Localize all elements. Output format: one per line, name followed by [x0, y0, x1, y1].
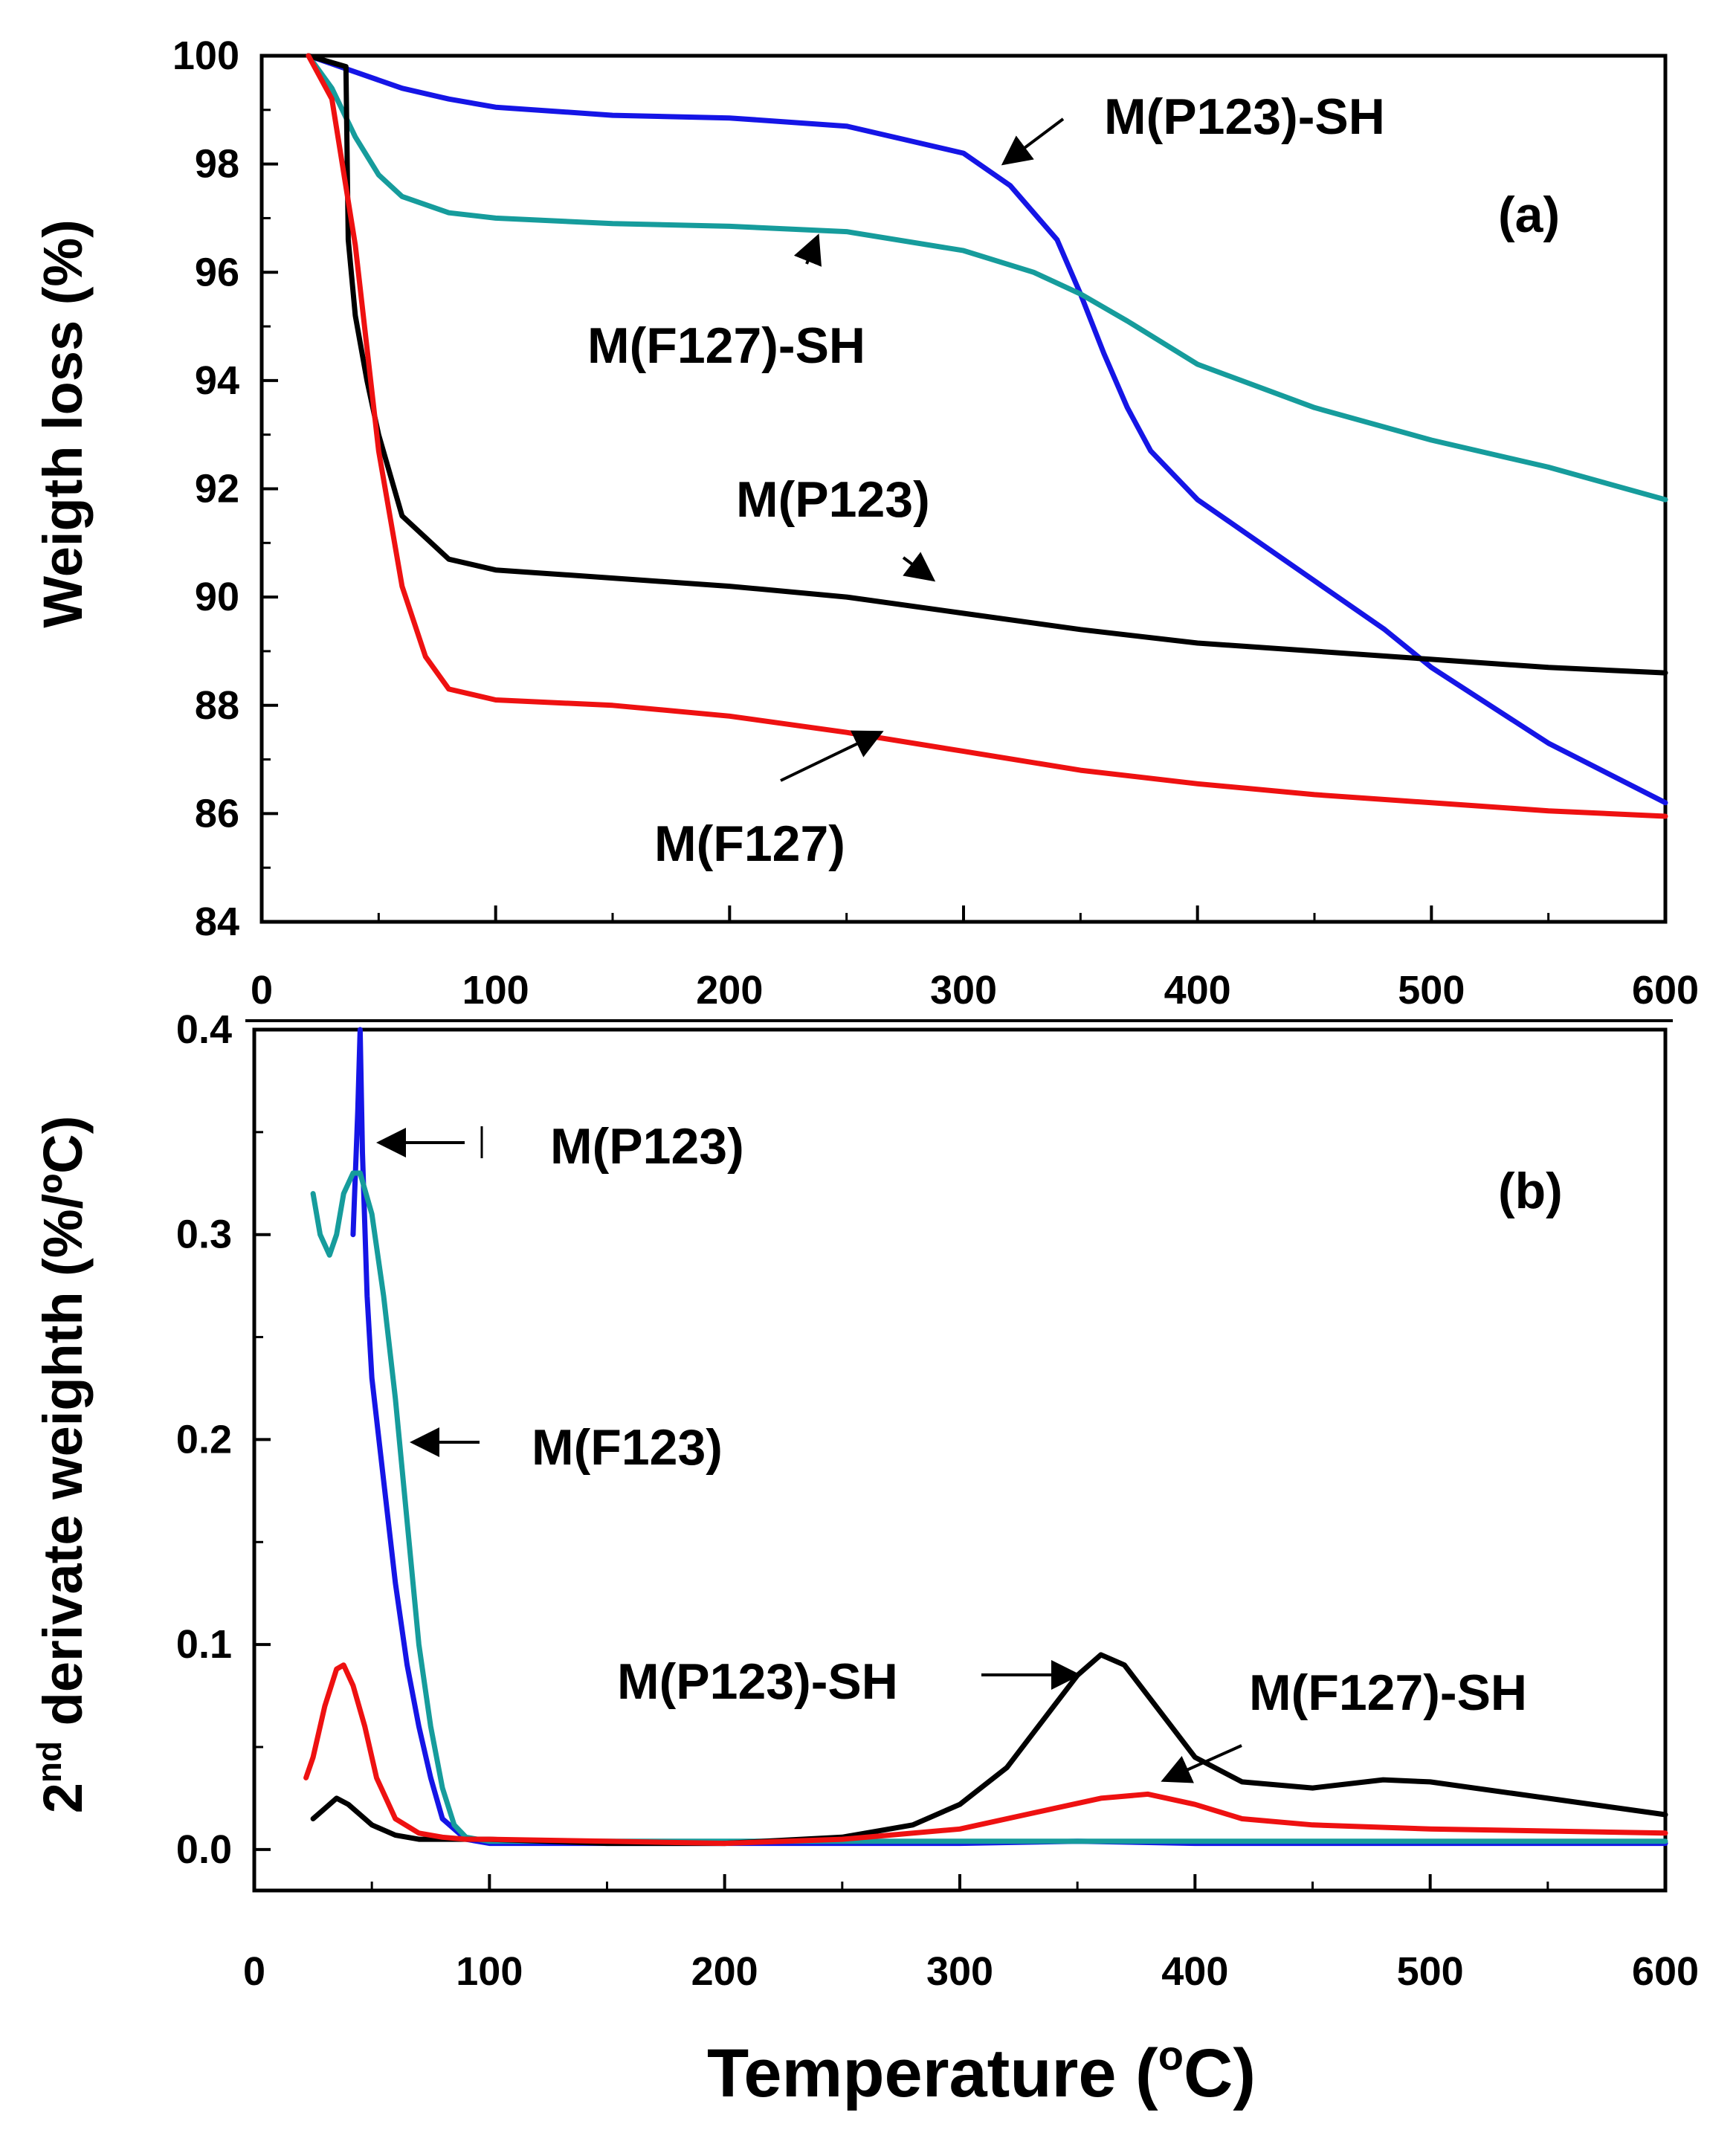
x-axis-title-rest: C) — [1184, 2035, 1256, 2111]
a-x-tick-0: 0 — [251, 968, 273, 1013]
annotation-mf127sh-a: M(F127)-SH — [587, 317, 865, 374]
y-axis-title-number: 2 — [32, 1783, 94, 1813]
panel-a-y-axis-title: Weigth loss (%) — [32, 219, 94, 628]
a-x-tick-100: 100 — [462, 968, 529, 1013]
b-x-tick-400: 400 — [1161, 1949, 1228, 1994]
b-y-tick-0-1: 0.1 — [176, 1622, 232, 1667]
panel-b-y-ticks: 0.0 0.1 0.2 0.3 0.4 — [176, 1007, 271, 1872]
annotation-mf127sh-b: M(F127)-SH — [1249, 1664, 1527, 1721]
a-series-m-f127-sh — [306, 53, 1668, 503]
a-x-tick-400: 400 — [1164, 968, 1231, 1013]
panel-a-x-ticks: 0 100 200 300 400 500 600 — [251, 905, 1699, 1013]
a-y-tick-84: 84 — [195, 900, 239, 944]
b-y-tick-0-3: 0.3 — [176, 1213, 232, 1257]
b-x-tick-500: 500 — [1397, 1949, 1464, 1994]
a-y-tick-86: 86 — [195, 791, 239, 836]
panel-a-y-ticks: 84 86 88 90 92 94 96 98 100 — [172, 33, 278, 944]
a-series-m-f127 — [306, 53, 1668, 819]
b-x-tick-0: 0 — [243, 1949, 265, 1994]
a-x-tick-600: 600 — [1632, 968, 1699, 1013]
arrow-mf127sh-b — [1161, 1744, 1242, 1783]
a-x-tick-500: 500 — [1398, 968, 1465, 1013]
panel-a-label: (a) — [1498, 187, 1560, 243]
a-x-tick-200: 200 — [696, 968, 763, 1013]
b-series-m-p123-sh — [310, 1652, 1668, 1847]
panel-b-frame — [252, 1027, 1668, 1893]
annotation-mp123sh-a: M(P123)-SH — [1104, 88, 1385, 145]
panel-a-series — [306, 53, 1668, 819]
b-x-tick-300: 300 — [926, 1949, 993, 1994]
panel-b-x-ticks: 0 100 200 300 400 500 600 — [243, 1874, 1699, 1994]
a-y-tick-96: 96 — [195, 250, 239, 294]
annotation-mf123-b: M(F123) — [532, 1419, 723, 1476]
a-y-tick-94: 94 — [195, 358, 239, 403]
panel-b-x-axis-title: Temperature (oC) — [707, 2032, 1256, 2111]
panel-b: 0.0 0.1 0.2 0.3 0.4 0 100 200 300 400 500 600 2nd … — [30, 1007, 1699, 2111]
x-axis-title-superscript: o — [1158, 2032, 1184, 2079]
a-y-tick-98: 98 — [195, 142, 239, 187]
a-series-m-p123-sh — [306, 53, 1668, 806]
b-x-tick-600: 600 — [1632, 1949, 1699, 1994]
a-y-tick-88: 88 — [195, 683, 239, 728]
a-x-tick-300: 300 — [930, 968, 997, 1013]
annotation-mp123-a: M(P123) — [736, 471, 930, 528]
b-series-m-f127-sh — [303, 1662, 1668, 1847]
panel-b-series — [303, 1027, 1668, 1847]
panel-b-y-axis-title: 2nd derivate weighth (%/ºC) — [30, 1116, 94, 1814]
b-y-tick-0-0: 0.0 — [176, 1827, 232, 1872]
b-x-tick-100: 100 — [456, 1949, 523, 1994]
y-axis-title-superscript: nd — [30, 1741, 68, 1783]
a-y-tick-90: 90 — [195, 575, 239, 619]
a-y-tick-92: 92 — [195, 467, 239, 511]
x-axis-title-main: Temperature ( — [707, 2035, 1158, 2111]
b-series-m-f123 — [310, 1170, 1668, 1844]
annotation-mp123-b: M(P123) — [550, 1118, 744, 1175]
annotation-mf127-a: M(F127) — [654, 816, 845, 872]
arrow-mp123-a — [902, 552, 936, 582]
arrow-mf127sh-a — [793, 233, 822, 267]
annotation-mp123sh-b: M(P123)-SH — [617, 1653, 898, 1710]
a-y-tick-100: 100 — [172, 33, 239, 78]
panel-b-label: (b) — [1498, 1163, 1563, 1219]
a-series-m-p123 — [306, 53, 1668, 676]
b-y-tick-0-2: 0.2 — [176, 1417, 232, 1462]
arrow-mp123sh-a — [1001, 117, 1065, 166]
b-x-tick-200: 200 — [691, 1949, 758, 1994]
y-axis-title-rest: derivate weighth (%/ºC) — [32, 1116, 94, 1741]
panel-a-frame — [259, 54, 1668, 924]
arrow-mf127-a — [780, 730, 884, 782]
b-y-tick-0-4: 0.4 — [176, 1007, 232, 1052]
